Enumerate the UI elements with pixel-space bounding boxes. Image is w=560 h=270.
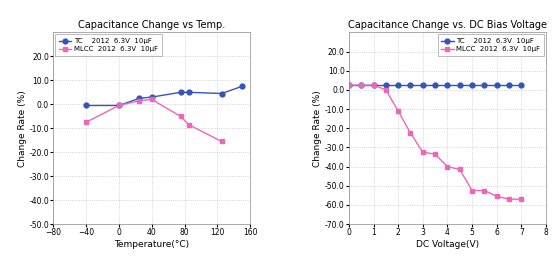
Legend: TC    2012  6.3V  10μF, MLCC  2012  6.3V  10μF: TC 2012 6.3V 10μF, MLCC 2012 6.3V 10μF [437, 35, 544, 56]
X-axis label: DC Voltage(V): DC Voltage(V) [416, 240, 479, 249]
Y-axis label: Change Rate (%): Change Rate (%) [17, 90, 26, 167]
Title: Capacitance Change vs Temp.: Capacitance Change vs Temp. [78, 20, 225, 30]
Title: Capacitance Change vs. DC Bias Voltage: Capacitance Change vs. DC Bias Voltage [348, 20, 547, 30]
Y-axis label: Change Rate (%): Change Rate (%) [313, 90, 322, 167]
Legend: TC    2012  6.3V  10μF, MLCC  2012  6.3V  10μF: TC 2012 6.3V 10μF, MLCC 2012 6.3V 10μF [55, 35, 162, 56]
X-axis label: Temperature(°C): Temperature(°C) [114, 240, 189, 249]
